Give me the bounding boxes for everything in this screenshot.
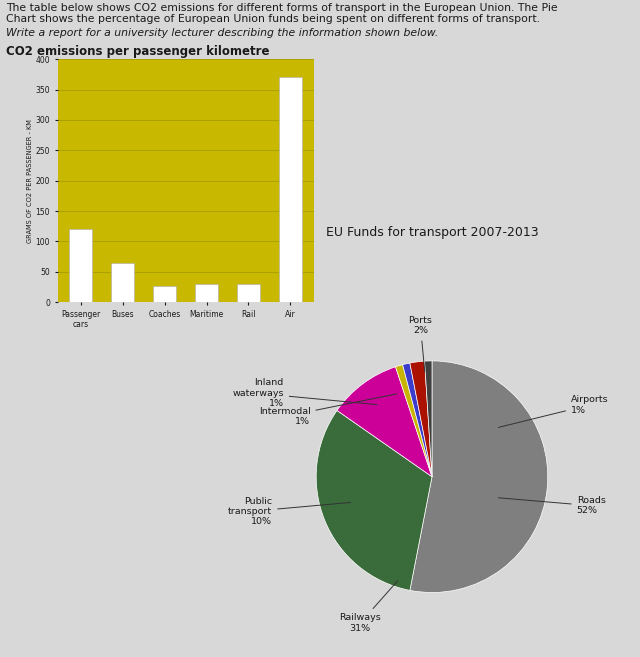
Text: Inland
waterways
1%: Inland waterways 1% xyxy=(232,378,377,408)
Text: Ports
2%: Ports 2% xyxy=(408,316,433,372)
Bar xyxy=(279,78,302,302)
Text: Roads
52%: Roads 52% xyxy=(499,496,605,515)
Wedge shape xyxy=(337,367,432,477)
Wedge shape xyxy=(396,365,432,477)
Bar xyxy=(153,286,176,302)
Text: Railways
31%: Railways 31% xyxy=(339,581,397,633)
Text: Intermodal
1%: Intermodal 1% xyxy=(259,394,397,426)
Text: The table below shows CO2 emissions for different forms of transport in the Euro: The table below shows CO2 emissions for … xyxy=(6,3,558,13)
Text: Public
transport
10%: Public transport 10% xyxy=(228,497,351,526)
Y-axis label: GRAMS OF CO2 PER PASSENGER - KM: GRAMS OF CO2 PER PASSENGER - KM xyxy=(26,119,33,242)
Bar xyxy=(195,284,218,302)
Text: Write a report for a university lecturer describing the information shown below.: Write a report for a university lecturer… xyxy=(6,28,439,38)
Bar xyxy=(237,284,260,302)
Bar xyxy=(69,229,92,302)
Text: CO2 emissions per passenger kilometre: CO2 emissions per passenger kilometre xyxy=(6,45,270,58)
Wedge shape xyxy=(403,363,432,477)
Wedge shape xyxy=(316,411,432,591)
Title: EU Funds for transport 2007-2013: EU Funds for transport 2007-2013 xyxy=(326,226,538,239)
Text: Chart shows the percentage of European Union funds being spent on different form: Chart shows the percentage of European U… xyxy=(6,14,540,24)
Wedge shape xyxy=(410,361,548,593)
Bar xyxy=(111,263,134,302)
Wedge shape xyxy=(424,361,432,477)
Text: Airports
1%: Airports 1% xyxy=(499,396,609,428)
Wedge shape xyxy=(410,361,432,477)
